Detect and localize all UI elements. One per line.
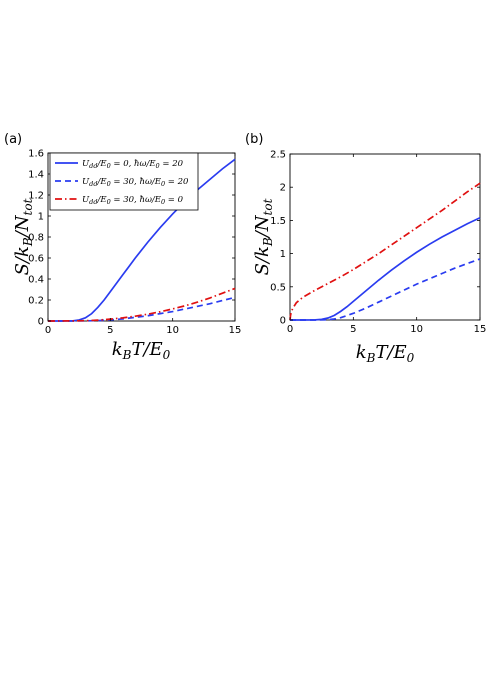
series-line-dashed <box>290 258 481 321</box>
x-tick-label: 5 <box>107 325 113 336</box>
y-tick-label: 1.6 <box>28 149 44 160</box>
x-tick-label: 10 <box>166 325 179 336</box>
series-line-dashdot <box>289 182 481 321</box>
y-tick-label: 0.8 <box>28 233 44 244</box>
panel-b-plot-area <box>289 153 481 321</box>
panel-b-label: (b) <box>245 132 263 147</box>
y-tick-label: 1.2 <box>28 191 44 202</box>
x-tick-label: 10 <box>410 324 423 335</box>
y-tick-label: 2.5 <box>270 150 286 161</box>
x-tick-label: 0 <box>287 324 293 335</box>
y-tick-label: 1.4 <box>28 170 44 181</box>
y-tick-label: 0.2 <box>28 296 44 307</box>
y-tick-label: 0 <box>280 316 286 327</box>
panel-a-xlabel: kBT/E0 <box>112 339 171 362</box>
legend-entry: Udd/E0 = 0, ħω/E0 = 20 <box>82 159 184 170</box>
x-tick-label: 5 <box>350 324 356 335</box>
panel-b: (b) 0 5 10 15 0 0.5 1 1.5 2 2.5 S/kB/Ntot kBT/E0 <box>245 132 486 365</box>
x-tick-label: 15 <box>474 324 487 335</box>
x-tick-label: 0 <box>45 325 51 336</box>
y-tick-label: 1 <box>280 249 286 260</box>
panel-b-ylabel: S/kB/Ntot <box>252 198 275 275</box>
panel-a-ticks: 0 5 10 15 0 0.2 0.4 0.6 0.8 1 1.2 1.4 1.6 <box>28 149 241 337</box>
panel-b-xlabel: kBT/E0 <box>356 342 415 365</box>
y-tick-label: 1 <box>38 212 44 223</box>
panel-a-legend: Udd/E0 = 0, ħω/E0 = 20 Udd/E0 = 30, ħω/E0… <box>49 152 199 211</box>
panel-a-label: (a) <box>4 132 22 147</box>
y-tick-label: 1.5 <box>270 216 286 227</box>
x-tick-label: 15 <box>229 325 242 336</box>
series-line-dashed <box>48 296 236 322</box>
axes-frame <box>289 153 481 321</box>
series-line-dashdot <box>47 287 236 322</box>
y-tick-label: 0.4 <box>28 275 44 286</box>
panel-b-ticks: 0 5 10 15 0 0.5 1 1.5 2 2.5 <box>270 150 486 336</box>
legend-entry: Udd/E0 = 30, ħω/E0 = 0 <box>82 195 184 206</box>
legend-entry: Udd/E0 = 30, ħω/E0 = 20 <box>82 177 189 188</box>
panel-a: (a) 0 5 10 15 0 0.2 0.4 0.6 0.8 1 1.2 1.4 1.6 S/kB/N… <box>4 132 241 362</box>
y-tick-label: 0.5 <box>270 282 286 293</box>
panel-a-ylabel: S/kB/Ntot <box>12 198 35 275</box>
y-tick-label: 2 <box>280 183 286 194</box>
y-tick-label: 0 <box>38 317 44 328</box>
y-tick-label: 0.6 <box>28 254 44 265</box>
